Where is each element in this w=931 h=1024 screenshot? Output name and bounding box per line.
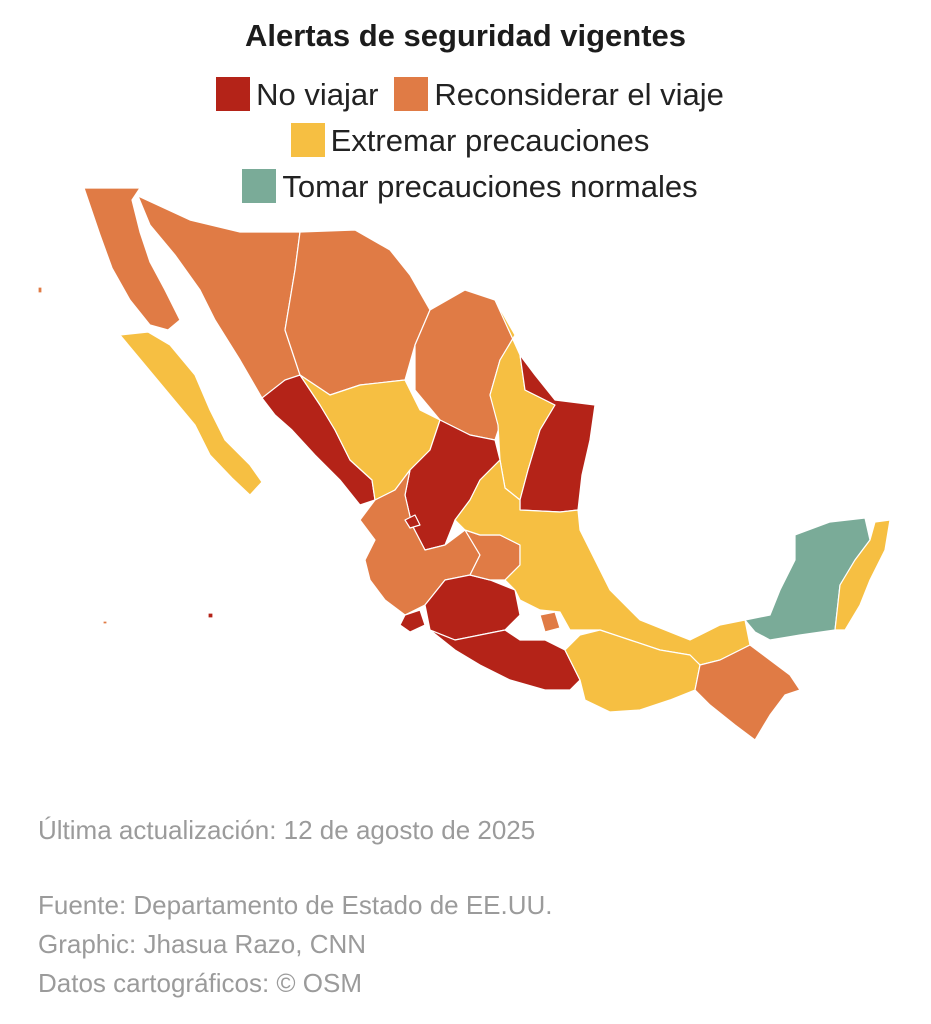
source-note: Fuente: Departamento de Estado de EE.UU.: [38, 890, 553, 920]
legend: No viajar Reconsiderar el viaje Extremar p…: [80, 72, 860, 210]
region-chihuahua: [284, 229, 431, 396]
legend-label: Reconsiderar el viaje: [434, 77, 724, 112]
legend-item-reconsiderar: Reconsiderar el viaje: [394, 72, 724, 118]
legend-swatch-yellow: [290, 123, 325, 157]
region-chiapas: [694, 644, 801, 741]
region-northwest-baja: [83, 187, 181, 331]
legend-swatch-red: [216, 77, 251, 111]
legend-item-normales: Tomar precauciones normales: [242, 164, 698, 210]
region-colima-area: [399, 609, 426, 633]
legend-swatch-teal: [242, 169, 277, 203]
island: [404, 514, 421, 529]
legend-label: Extremar precauciones: [330, 123, 650, 158]
region-morelos: [539, 611, 561, 633]
island: [207, 612, 214, 619]
map-title: Alertas de seguridad vigentes: [244, 18, 687, 53]
map-data-credit: Datos cartográficos: © OSM: [38, 968, 363, 998]
legend-item-no-viajar: No viajar: [216, 72, 378, 118]
region-baja-sur: [119, 331, 263, 496]
island: [102, 620, 108, 625]
graphic-credit: Graphic: Jhasua Razo, CNN: [38, 929, 367, 959]
mexico-map: [37, 187, 891, 741]
update-date: Última actualización: 12 de agosto de 20…: [38, 815, 536, 845]
legend-label: No viajar: [256, 77, 379, 112]
legend-swatch-orange: [394, 77, 429, 111]
legend-item-extremar: Extremar precauciones: [290, 118, 650, 164]
legend-label: Tomar precauciones normales: [282, 169, 698, 204]
region-guerrero: [429, 629, 581, 691]
region-quintana-roo: [834, 519, 891, 631]
island: [37, 286, 43, 294]
